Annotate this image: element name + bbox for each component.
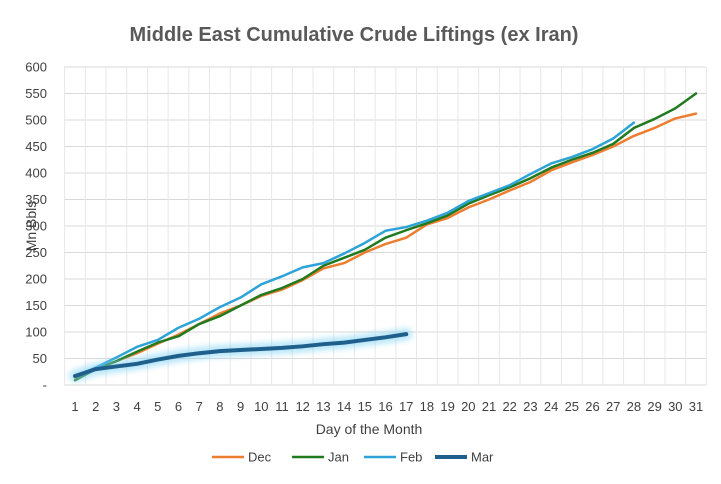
series-line-dec bbox=[73, 112, 698, 379]
y-tick-label: 500 bbox=[25, 113, 47, 128]
legend: Dec Jan Feb Mar bbox=[212, 450, 494, 465]
x-tick-label: 14 bbox=[337, 399, 351, 414]
x-tick-label: 23 bbox=[523, 399, 537, 414]
series-line-jan bbox=[73, 92, 698, 382]
y-tick-label: 450 bbox=[25, 139, 47, 154]
x-axis-ticks: 1 2 3 4 5 6 7 8 9 10 11 12 13 14 15 16 17 18 19 20 21 22 23 24 2… bbox=[71, 399, 703, 414]
x-tick-label: 16 bbox=[378, 399, 392, 414]
x-tick-label: 24 bbox=[544, 399, 558, 414]
x-axis-label: Day of the Month bbox=[316, 421, 423, 437]
y-axis-ticks: - 50 100 150 200 250 300 350 400 450 500 550 600 bbox=[25, 60, 47, 393]
x-tick-label: 15 bbox=[358, 399, 372, 414]
gridlines bbox=[64, 66, 707, 386]
x-tick-label: 2 bbox=[92, 399, 99, 414]
y-tick-label: 250 bbox=[25, 245, 47, 260]
legend-label-jan: Jan bbox=[328, 450, 349, 465]
x-tick-label: 28 bbox=[627, 399, 641, 414]
x-tick-label: 22 bbox=[502, 399, 516, 414]
x-tick-label: 31 bbox=[689, 399, 703, 414]
x-tick-label: 6 bbox=[175, 399, 182, 414]
series-line-feb bbox=[73, 121, 636, 378]
x-tick-label: 18 bbox=[420, 399, 434, 414]
x-tick-label: 21 bbox=[482, 399, 496, 414]
x-tick-label: 10 bbox=[254, 399, 268, 414]
x-tick-label: 11 bbox=[275, 399, 289, 414]
y-tick-label: 350 bbox=[25, 192, 47, 207]
x-tick-label: 27 bbox=[606, 399, 620, 414]
legend-label-mar: Mar bbox=[471, 450, 494, 465]
chart-title: Middle East Cumulative Crude Liftings (e… bbox=[130, 24, 579, 46]
x-tick-label: 1 bbox=[71, 399, 78, 414]
y-tick-label: 600 bbox=[25, 60, 47, 75]
x-tick-label: 8 bbox=[216, 399, 223, 414]
x-tick-label: 20 bbox=[461, 399, 475, 414]
y-tick-label: 550 bbox=[25, 86, 47, 101]
x-tick-label: 19 bbox=[440, 399, 454, 414]
x-tick-label: 29 bbox=[647, 399, 661, 414]
x-tick-label: 12 bbox=[295, 399, 309, 414]
x-tick-label: 4 bbox=[133, 399, 140, 414]
y-tick-label: 400 bbox=[25, 166, 47, 181]
x-tick-label: 7 bbox=[196, 399, 203, 414]
y-axis-label: Mn Bbls bbox=[23, 201, 39, 252]
y-tick-label: 150 bbox=[25, 298, 47, 313]
x-tick-label: 30 bbox=[668, 399, 682, 414]
y-tick-label: 50 bbox=[33, 351, 47, 366]
x-tick-label: 17 bbox=[399, 399, 413, 414]
legend-label-feb: Feb bbox=[400, 450, 422, 465]
series-lines bbox=[69, 92, 698, 382]
x-tick-label: 13 bbox=[316, 399, 330, 414]
x-tick-label: 9 bbox=[237, 399, 244, 414]
x-tick-label: 26 bbox=[585, 399, 599, 414]
y-tick-label: 100 bbox=[25, 325, 47, 340]
x-tick-label: 5 bbox=[154, 399, 161, 414]
x-tick-label: 25 bbox=[565, 399, 579, 414]
series-line-mar bbox=[73, 332, 409, 378]
x-tick-label: 3 bbox=[113, 399, 120, 414]
y-tick-label: 200 bbox=[25, 272, 47, 287]
legend-label-dec: Dec bbox=[248, 450, 272, 465]
y-tick-label: - bbox=[43, 378, 47, 393]
y-tick-label: 300 bbox=[25, 219, 47, 234]
